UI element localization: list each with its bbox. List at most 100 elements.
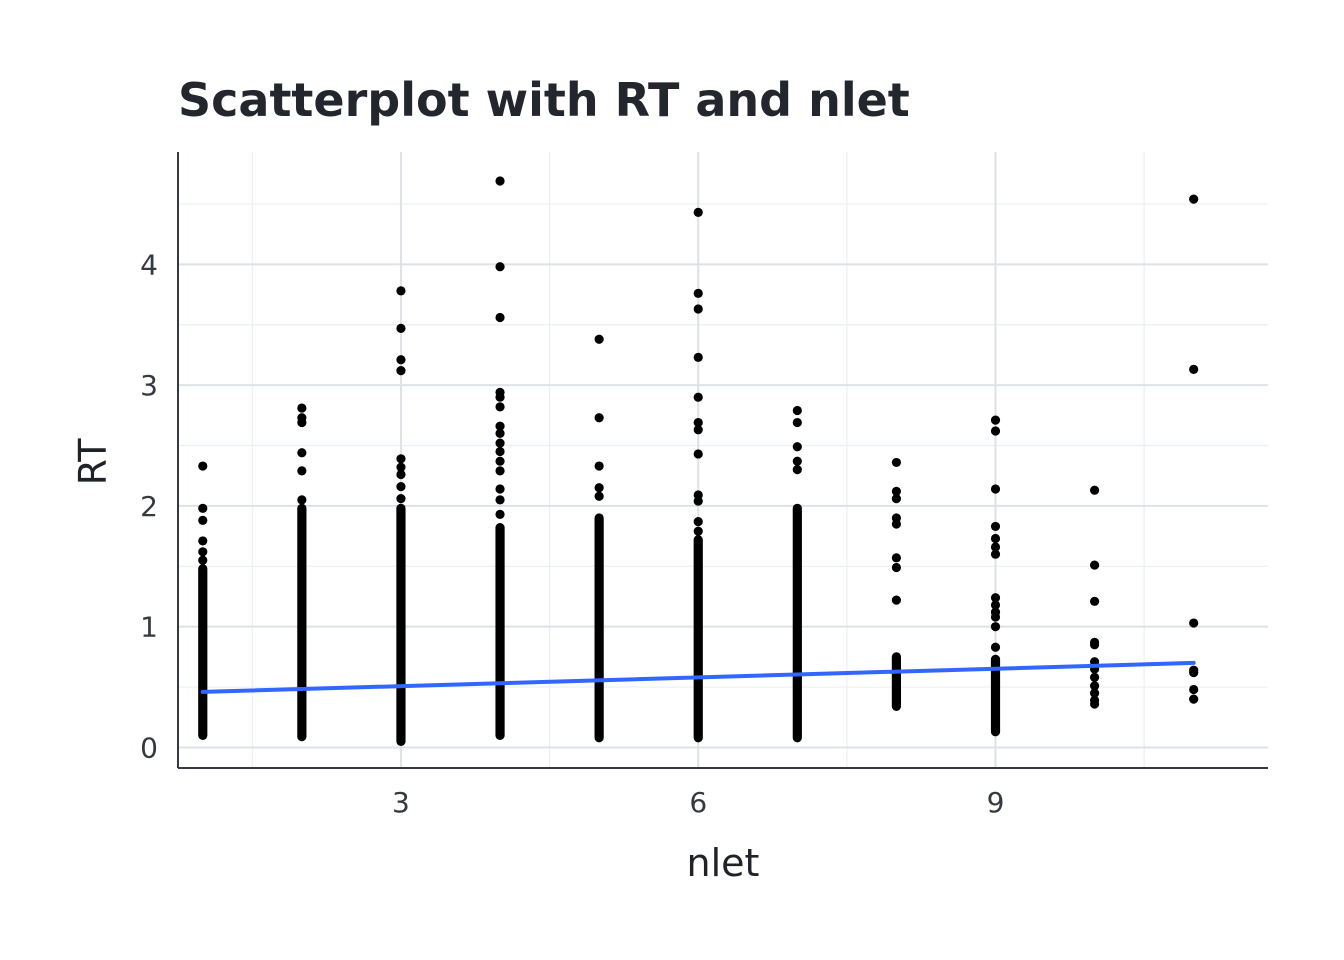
data-point-4-12 [495, 312, 505, 323]
data-point-1-5 [198, 461, 208, 471]
data-point-5-4 [594, 334, 604, 344]
point-cluster-9 [990, 654, 1001, 737]
data-point-5-2 [594, 461, 604, 471]
data-point-4-13 [495, 262, 505, 272]
data-point-9-10 [990, 484, 1001, 494]
chart-title: Scatterplot with RT and nlet [178, 73, 910, 127]
data-point-4-2 [495, 484, 505, 494]
data-point-3-5 [396, 366, 406, 376]
major-grid [178, 152, 1268, 768]
data-point-6-6 [693, 417, 703, 428]
y-axis-title: RT [71, 438, 115, 486]
data-point-9-6 [990, 549, 1001, 559]
data-point-2-4 [297, 413, 307, 423]
data-point-3-4 [396, 454, 406, 464]
y-tick-label-2: 2 [140, 490, 158, 523]
data-point-10-10 [1089, 560, 1100, 570]
data-point-4-8 [495, 421, 505, 431]
data-point-4-4 [495, 456, 505, 466]
data-point-4-3 [495, 466, 505, 476]
data-point-9-1 [990, 622, 1001, 632]
data-point-8-7 [891, 457, 902, 468]
data-point-10-3 [1089, 681, 1100, 691]
data-point-6-3 [693, 490, 703, 500]
data-point-9-9 [990, 521, 1001, 532]
y-tick-label-1: 1 [140, 611, 158, 644]
data-point-4-0 [495, 509, 505, 519]
data-point-6-5 [693, 425, 703, 435]
data-point-8-0 [891, 595, 902, 605]
data-point-9-4 [990, 600, 1001, 610]
data-point-3-2 [396, 469, 406, 480]
data-point-1-4 [198, 503, 208, 513]
data-point-2-2 [297, 448, 307, 458]
data-point-6-7 [693, 392, 703, 402]
data-point-1-2 [198, 536, 208, 546]
data-point-4-14 [495, 176, 505, 186]
data-point-6-1 [693, 517, 703, 527]
data-point-11-5 [1189, 364, 1199, 375]
x-tick-label-0: 3 [392, 786, 410, 819]
data-point-9-0 [990, 642, 1001, 652]
data-point-3-1 [396, 481, 406, 492]
data-point-2-1 [297, 466, 307, 476]
data-point-3-0 [396, 494, 406, 504]
y-tick-label-0: 0 [140, 731, 158, 764]
point-cluster-5 [594, 513, 604, 743]
data-point-6-11 [693, 207, 703, 217]
data-point-3-6 [396, 355, 406, 365]
trend-line-group [200, 660, 1196, 694]
data-point-3-3 [396, 462, 406, 472]
point-cluster-4 [495, 523, 505, 740]
data-point-4-7 [495, 428, 505, 439]
data-point-11-4 [1189, 618, 1199, 628]
data-point-10-11 [1089, 485, 1100, 495]
x-axis-title: nlet [687, 841, 760, 885]
data-point-11-3 [1189, 665, 1199, 675]
data-point-3-8 [396, 286, 406, 296]
data-point-7-0 [792, 465, 802, 475]
data-point-8-6 [891, 486, 902, 497]
data-point-4-5 [495, 446, 505, 457]
data-point-8-1 [891, 562, 902, 573]
data-point-3-7 [396, 323, 406, 333]
data-point-1-3 [198, 515, 208, 525]
data-point-6-4 [693, 449, 703, 459]
data-point-11-6 [1189, 194, 1199, 204]
data-point-9-8 [990, 533, 1001, 544]
point-cluster-1 [198, 564, 208, 740]
y-tick-labels: 0 1 2 3 4 [140, 248, 158, 764]
data-point-7-1 [792, 456, 802, 466]
x-tick-label-1: 6 [689, 786, 707, 819]
data-point-9-7 [990, 542, 1001, 552]
data-point-1-0 [198, 555, 208, 565]
data-point-7-3 [792, 417, 802, 428]
data-point-11-0 [1189, 694, 1199, 704]
data-point-9-3 [990, 607, 1001, 617]
point-cluster-3 [396, 503, 406, 747]
data-point-10-1 [1089, 695, 1100, 705]
point-cluster-8 [891, 652, 902, 711]
data-point-7-4 [792, 405, 802, 416]
data-point-8-4 [891, 513, 902, 523]
data-point-6-10 [693, 288, 703, 298]
point-cluster-6 [693, 535, 703, 743]
trend-line [200, 660, 1196, 694]
data-point-9-11 [990, 426, 1001, 436]
data-point-11-1 [1189, 684, 1199, 695]
x-tick-label-2: 9 [987, 786, 1005, 819]
data-point-5-3 [594, 413, 604, 423]
point-cluster-2 [297, 503, 307, 742]
data-point-2-0 [297, 495, 307, 505]
data-point-10-2 [1089, 688, 1100, 698]
data-point-2-5 [297, 403, 307, 413]
data-point-4-1 [495, 495, 505, 505]
data-point-6-0 [693, 526, 703, 536]
data-point-5-1 [594, 483, 604, 493]
data-point-1-1 [198, 547, 208, 557]
data-point-4-9 [495, 402, 505, 412]
data-point-10-8 [1089, 637, 1100, 647]
data-point-7-2 [792, 442, 802, 452]
